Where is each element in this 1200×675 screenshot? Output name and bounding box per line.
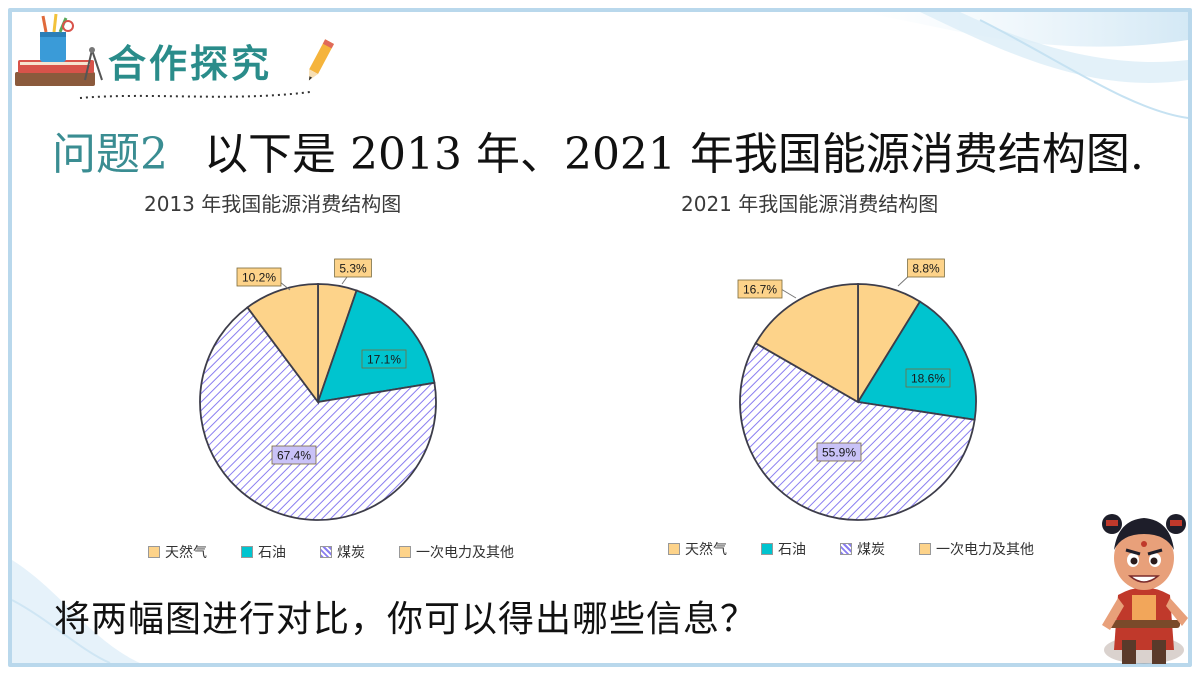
data-label-box xyxy=(334,258,372,278)
data-label-box xyxy=(271,445,317,465)
pie-2021: 8.8% 18.6% 55.9% 16.7% xyxy=(737,258,977,521)
data-label-box xyxy=(816,442,862,462)
slice-coal xyxy=(739,341,976,521)
legend-item-coal: 煤炭 xyxy=(320,542,365,562)
legend-swatch-primary-power xyxy=(399,546,411,558)
legend-item-natural-gas: 天然气 xyxy=(668,539,727,559)
data-label-box xyxy=(737,279,783,299)
header-title: 合作探究 xyxy=(108,41,273,86)
slice-primary-power xyxy=(754,283,859,404)
legend-swatch-oil xyxy=(241,546,253,558)
data-label-box xyxy=(905,368,951,388)
data-label-box xyxy=(361,349,407,369)
data-label: 8.8% xyxy=(912,262,940,276)
legend-item-primary-power: 一次电力及其他 xyxy=(919,539,1034,559)
legend-2013: 天然气 石油 煤炭 一次电力及其他 xyxy=(148,542,548,562)
data-label: 5.3% xyxy=(339,262,367,276)
legend-label: 石油 xyxy=(778,542,806,558)
chart-2021-title: 2021 年我国能源消费结构图 xyxy=(681,192,939,216)
discussion-prompt: 将两幅图进行对比，你可以得出哪些信息？ xyxy=(54,599,758,640)
legend-label: 石油 xyxy=(258,545,286,561)
question-text: 以下是 2013 年、2021 年我国能源消费结构图. xyxy=(204,129,1144,180)
legend-item-natural-gas: 天然气 xyxy=(148,542,207,562)
legend-item-primary-power: 一次电力及其他 xyxy=(399,542,514,562)
data-label: 18.6% xyxy=(911,372,945,386)
chart-2013-title: 2013 年我国能源消费结构图 xyxy=(144,192,402,216)
data-label-box xyxy=(236,267,282,287)
slice-oil xyxy=(856,300,977,421)
legend-swatch-natural-gas xyxy=(668,543,680,555)
data-label-leader xyxy=(279,281,291,291)
data-label: 55.9% xyxy=(822,446,856,460)
data-label: 17.1% xyxy=(367,353,401,367)
legend-label: 一次电力及其他 xyxy=(416,545,514,561)
slice-coal xyxy=(199,306,437,521)
legend-swatch-coal xyxy=(320,546,332,558)
legend-item-oil: 石油 xyxy=(761,539,806,559)
slice-primary-power xyxy=(246,283,319,405)
legend-swatch-natural-gas xyxy=(148,546,160,558)
legend-swatch-oil xyxy=(761,543,773,555)
data-label: 16.7% xyxy=(743,283,777,297)
mascot-character-image xyxy=(1102,514,1188,664)
data-label: 67.4% xyxy=(277,449,311,463)
data-label-leader xyxy=(341,276,348,285)
data-label-leader xyxy=(780,288,797,299)
legend-label: 煤炭 xyxy=(857,542,885,558)
pie-2013: 5.3% 17.1% 67.4% 10.2% xyxy=(199,258,437,521)
legend-2021: 天然气 石油 煤炭 一次电力及其他 xyxy=(668,539,1068,559)
question-line: 问题2 以下是 2013 年、2021 年我国能源消费结构图. xyxy=(52,118,1144,182)
data-label-box xyxy=(907,258,945,278)
legend-label: 天然气 xyxy=(685,542,727,558)
legend-swatch-coal xyxy=(840,543,852,555)
slice-oil xyxy=(316,289,436,404)
legend-label: 一次电力及其他 xyxy=(936,542,1034,558)
legend-swatch-primary-power xyxy=(919,543,931,555)
question-number: 问题2 xyxy=(52,129,168,180)
data-label: 10.2% xyxy=(242,271,276,285)
legend-item-coal: 煤炭 xyxy=(840,539,885,559)
legend-item-oil: 石油 xyxy=(241,542,286,562)
header-badge-illustration xyxy=(15,13,334,99)
legend-label: 煤炭 xyxy=(337,545,365,561)
legend-label: 天然气 xyxy=(165,545,207,561)
